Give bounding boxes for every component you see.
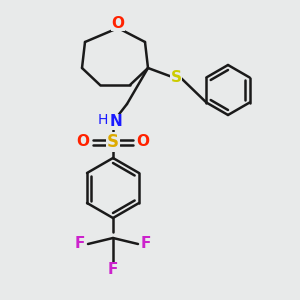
Text: O: O <box>76 134 89 149</box>
Text: F: F <box>108 262 118 278</box>
Text: H: H <box>98 113 108 127</box>
Text: S: S <box>170 70 182 85</box>
Text: N: N <box>110 115 122 130</box>
Text: F: F <box>141 236 151 251</box>
Text: O: O <box>136 134 149 149</box>
Text: O: O <box>112 16 124 31</box>
Text: S: S <box>107 133 119 151</box>
Text: F: F <box>75 236 85 251</box>
